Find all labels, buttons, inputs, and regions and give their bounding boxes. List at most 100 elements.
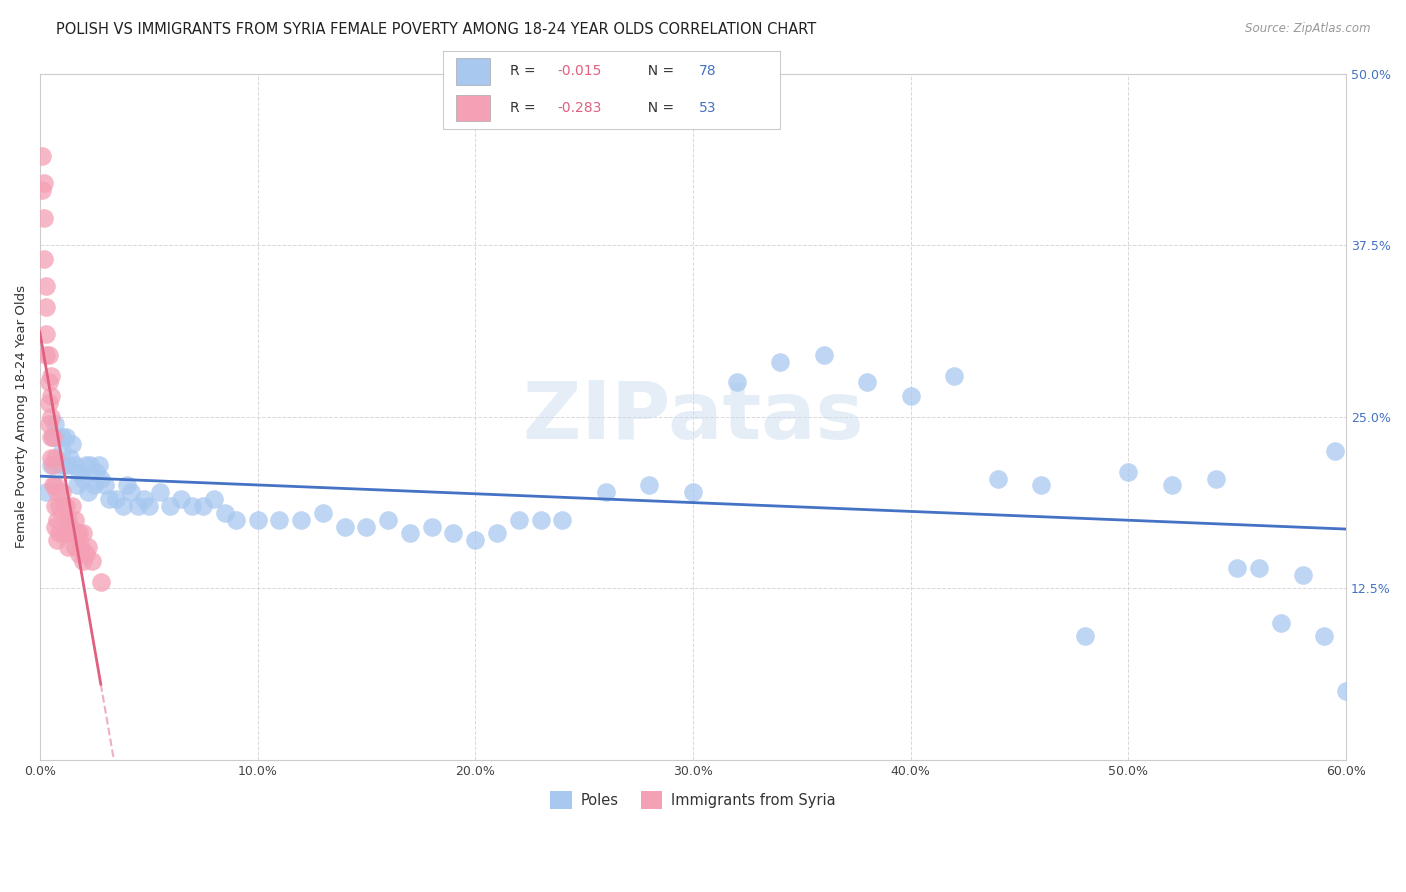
Point — [39, 430, 62, 444]
Point — [63, 540, 86, 554]
Text: N =: N = — [638, 101, 678, 115]
Point — [76, 540, 98, 554]
Point — [1074, 630, 1097, 644]
Point — [46, 430, 69, 444]
Point — [134, 492, 156, 507]
Point — [290, 513, 312, 527]
Point — [79, 458, 101, 472]
Point — [38, 376, 60, 390]
Point — [115, 478, 138, 492]
Point — [48, 458, 70, 472]
Point — [120, 485, 142, 500]
Point — [111, 499, 134, 513]
Point — [682, 485, 704, 500]
Text: ZIPat​as: ZIPat​as — [523, 378, 863, 456]
Point — [55, 430, 77, 444]
Point — [638, 478, 661, 492]
Point — [67, 526, 90, 541]
Point — [202, 492, 225, 507]
Point — [181, 499, 204, 513]
Point — [39, 458, 62, 472]
Point — [46, 513, 69, 527]
Point — [42, 430, 65, 444]
Point — [443, 526, 465, 541]
Point — [1324, 444, 1347, 458]
Point — [31, 183, 53, 197]
Point — [90, 574, 112, 589]
Point — [42, 458, 65, 472]
Legend: Poles, Immigrants from Syria: Poles, Immigrants from Syria — [544, 785, 842, 814]
Point — [46, 533, 69, 548]
Point — [464, 533, 486, 548]
Point — [48, 499, 70, 513]
Point — [1226, 561, 1249, 575]
Point — [56, 540, 79, 554]
Point — [1247, 561, 1270, 575]
Point — [59, 450, 82, 465]
Text: R =: R = — [510, 64, 540, 78]
Point — [769, 355, 792, 369]
Point — [595, 485, 617, 500]
Point — [72, 472, 94, 486]
Point — [377, 513, 399, 527]
Point — [67, 547, 90, 561]
Point — [48, 526, 70, 541]
Point — [46, 485, 69, 500]
Point — [38, 417, 60, 431]
Point — [856, 376, 879, 390]
Point — [51, 430, 73, 444]
Point — [55, 526, 77, 541]
Point — [246, 513, 269, 527]
Point — [39, 409, 62, 424]
Point — [191, 499, 214, 513]
Point — [39, 389, 62, 403]
Point — [72, 526, 94, 541]
Point — [148, 485, 170, 500]
Text: POLISH VS IMMIGRANTS FROM SYRIA FEMALE POVERTY AMONG 18-24 YEAR OLDS CORRELATION: POLISH VS IMMIGRANTS FROM SYRIA FEMALE P… — [56, 22, 817, 37]
Point — [399, 526, 422, 541]
Point — [138, 499, 160, 513]
Point — [1118, 465, 1140, 479]
Point — [356, 519, 378, 533]
Point — [159, 499, 181, 513]
Point — [98, 492, 121, 507]
Point — [943, 368, 966, 383]
Point — [52, 526, 75, 541]
Point — [813, 348, 835, 362]
Point — [63, 513, 86, 527]
Point — [63, 458, 86, 472]
Point — [52, 458, 75, 472]
Point — [87, 458, 110, 472]
Point — [42, 430, 65, 444]
Point — [1031, 478, 1053, 492]
Point — [35, 485, 58, 500]
Text: -0.283: -0.283 — [558, 101, 602, 115]
Point — [44, 478, 66, 492]
Point — [75, 547, 97, 561]
Point — [269, 513, 291, 527]
Point — [486, 526, 509, 541]
Text: Source: ZipAtlas.com: Source: ZipAtlas.com — [1246, 22, 1371, 36]
Point — [44, 499, 66, 513]
Point — [312, 506, 335, 520]
Point — [39, 368, 62, 383]
Y-axis label: Female Poverty Among 18-24 Year Olds: Female Poverty Among 18-24 Year Olds — [15, 285, 28, 549]
Point — [35, 279, 58, 293]
Text: -0.015: -0.015 — [558, 64, 602, 78]
Point — [39, 450, 62, 465]
Point — [32, 211, 55, 225]
Point — [1313, 630, 1336, 644]
Point — [56, 458, 79, 472]
Point — [66, 478, 89, 492]
Point — [127, 499, 149, 513]
Point — [44, 450, 66, 465]
Point — [62, 437, 84, 451]
Point — [80, 554, 103, 568]
Point — [170, 492, 193, 507]
Point — [70, 540, 93, 554]
Point — [38, 348, 60, 362]
Point — [55, 499, 77, 513]
Point — [59, 519, 82, 533]
Text: N =: N = — [638, 64, 678, 78]
Point — [51, 506, 73, 520]
